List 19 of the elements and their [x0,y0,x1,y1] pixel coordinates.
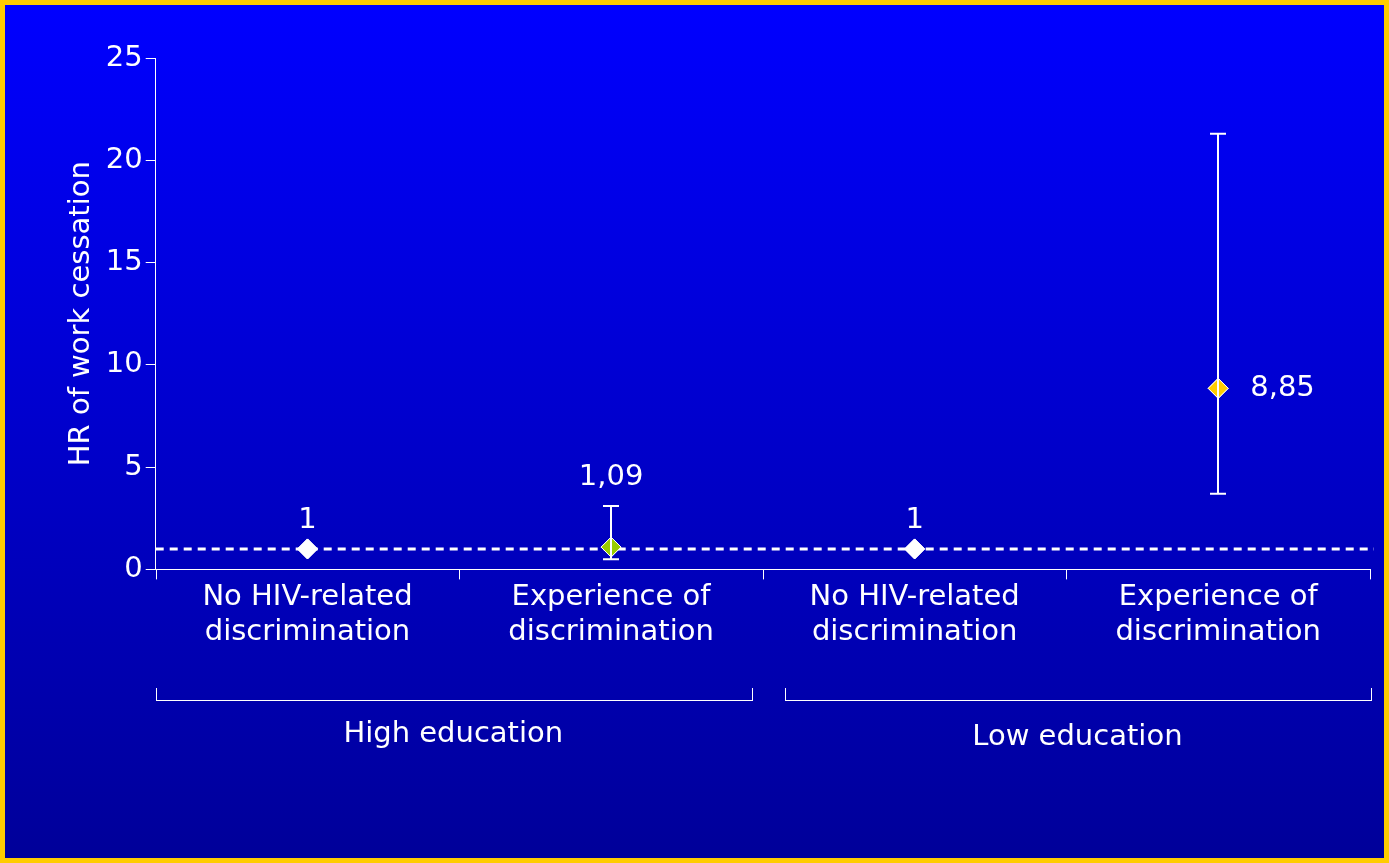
x-tick-label: No HIV-related discrimination [809,578,1020,648]
x-tick-label: Experience of discrimination [508,578,714,648]
y-tick-label: 10 [105,345,143,380]
y-tick-label: 25 [105,38,143,73]
text: High education [342,715,565,749]
y-tick-label: 0 [124,549,143,584]
point [904,538,926,560]
text: Low education [971,718,1184,752]
x-tick-label: Experience of discrimination [1115,578,1321,648]
data-label: 1,09 [578,458,644,493]
data-label: 1 [298,500,317,535]
data-label: 1 [905,500,924,535]
y-tick-label: 20 [105,140,143,175]
data-label: 8,85 [1250,368,1315,403]
y-tick-label: 15 [105,243,143,278]
y-axis-title: HR of work cessation [61,161,96,467]
y-tick-label: 5 [124,447,143,482]
x-tick-label: No HIV-related discrimination [202,578,413,648]
point [296,538,318,560]
